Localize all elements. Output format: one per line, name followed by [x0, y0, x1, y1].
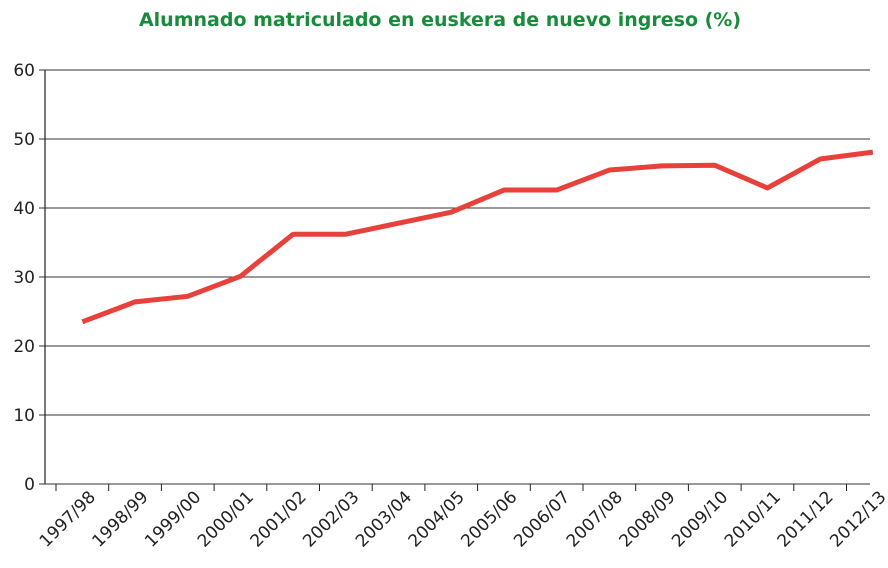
- x-tick-label: 2006/07: [510, 487, 574, 551]
- y-tick-label: 20: [13, 337, 35, 357]
- x-tick-label: 2012/13: [826, 487, 888, 551]
- x-tick-label: 2002/03: [299, 487, 363, 551]
- x-tick-label: 2005/06: [457, 487, 521, 551]
- x-tick-label: 2004/05: [405, 487, 469, 551]
- y-tick-label: 0: [24, 475, 35, 495]
- chart-title: Alumnado matriculado en euskera de nuevo…: [139, 9, 741, 31]
- y-tick-label: 40: [13, 199, 35, 219]
- x-tick-label: 1999/00: [141, 487, 205, 551]
- y-tick-label: 50: [13, 130, 35, 150]
- x-tick-label: 2010/11: [721, 487, 785, 551]
- y-tick-label: 10: [13, 406, 35, 426]
- x-tick-label: 2007/08: [563, 487, 627, 551]
- x-tick-label: 2000/01: [194, 487, 258, 551]
- x-tick-label: 2003/04: [352, 487, 416, 551]
- x-tick-label: 1997/98: [36, 487, 100, 551]
- x-tick-label: 1998/99: [89, 487, 153, 551]
- x-tick-label: 2008/09: [616, 487, 680, 551]
- x-tick-label: 2001/02: [247, 487, 311, 551]
- data-line: [81, 149, 874, 325]
- x-tick-label: 2009/10: [668, 487, 732, 551]
- y-tick-label: 30: [13, 268, 35, 288]
- x-tick-label: 2011/12: [774, 487, 838, 551]
- y-tick-label: 60: [13, 61, 35, 81]
